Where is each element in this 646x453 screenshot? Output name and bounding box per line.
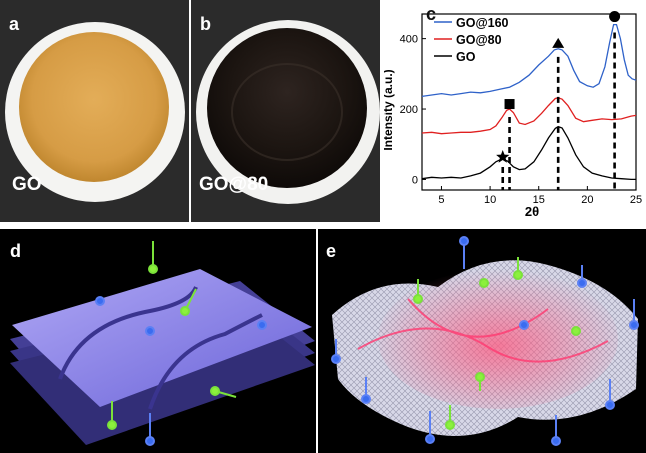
y-axis-label: Intensity (a.u.): [384, 69, 395, 150]
top-sheet: [12, 269, 312, 407]
sample-label-go: GO: [12, 174, 42, 195]
star-marker: [496, 150, 510, 163]
panel-label-a: a: [9, 14, 20, 34]
panel-label-d: d: [10, 241, 21, 261]
series-line-go-80: [421, 97, 637, 135]
x-axis-label: 2θ: [525, 204, 539, 219]
plot-axes: 5 10 15 20 25 0 200 400: [400, 13, 642, 206]
panel-e-crumpled-sheets: e: [318, 229, 646, 453]
legend-label: GO: [456, 50, 476, 64]
plot-legend: GO@160 GO@80 GO: [434, 16, 509, 64]
circle-marker: [609, 11, 621, 23]
y-tick-label: 200: [400, 104, 418, 116]
red-glow: [378, 269, 618, 409]
crumpled-go-illustration: [331, 236, 639, 446]
green-molecules: [413, 257, 581, 430]
sample-label-go80: GO@80: [199, 174, 269, 195]
sheet-crack-2: [148, 313, 263, 410]
sheet-crack: [58, 286, 198, 380]
panel-d-stacked-sheets: d: [0, 229, 316, 453]
green-molecules: [107, 241, 237, 430]
series-line-go-160: [421, 23, 637, 98]
stacked-go-illustration: [10, 241, 315, 446]
triangle-marker: [552, 37, 565, 48]
plot-frame: [421, 13, 637, 191]
x-tick-label: 15: [533, 194, 545, 206]
x-tick-label: 10: [484, 194, 496, 206]
panel-b-go80-film: b GO@80: [191, 0, 380, 222]
series-line-go: [421, 125, 636, 181]
blue-molecules: [331, 236, 639, 446]
blue-molecules: [95, 296, 267, 446]
go-film-photo: [5, 22, 185, 202]
panel-c-xrd-chart: c 5 10 15 20 25 0 200 400 GO@160 GO@80 GO 2θ Inte…: [384, 0, 646, 222]
legend-label: GO@80: [456, 33, 502, 47]
sheet-folds: [357, 298, 609, 363]
x-tick-label: 20: [581, 194, 593, 206]
go80-film: [207, 28, 367, 188]
panel-label-b: b: [200, 14, 211, 34]
x-tick-label: 5: [438, 194, 444, 206]
panel-label-e: e: [326, 241, 337, 261]
y-tick-label: 400: [400, 34, 418, 46]
legend-label: GO@160: [456, 16, 509, 30]
plot-series: [421, 23, 637, 181]
x-tick-label: 25: [630, 194, 642, 206]
square-marker: [504, 99, 515, 110]
panel-a-go-film: a GO: [0, 0, 189, 222]
y-tick-label: 0: [412, 174, 418, 186]
film-reflection: [231, 63, 343, 161]
go-film: [19, 32, 169, 182]
go80-film-photo: [196, 20, 380, 204]
plot-markers: [496, 11, 621, 190]
panel-label-c: c: [426, 4, 437, 24]
xrd-plot: 5 10 15 20 25 0 200 400 GO@160 GO@80 GO 2θ Intens…: [384, 11, 642, 219]
